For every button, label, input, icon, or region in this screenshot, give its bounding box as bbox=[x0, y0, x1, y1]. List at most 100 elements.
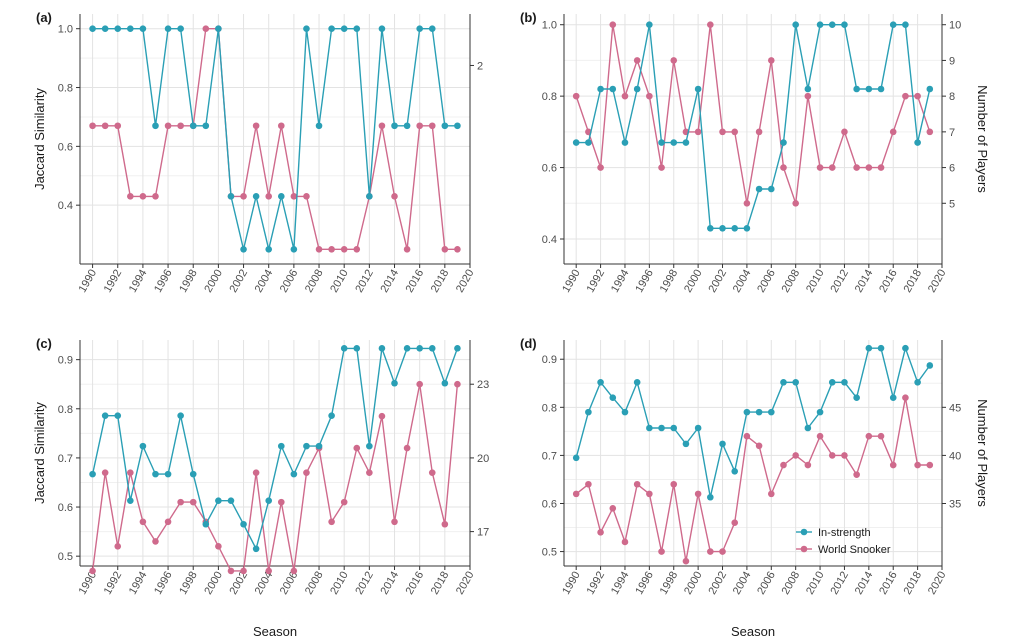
data-point-in-strength bbox=[340, 25, 348, 33]
x-tick-label: 2014 bbox=[378, 268, 401, 295]
data-point-world-snooker bbox=[177, 122, 184, 130]
data-point-world-snooker bbox=[828, 164, 836, 171]
x-tick-label: 2000 bbox=[682, 570, 705, 597]
data-point-world-snooker bbox=[252, 122, 260, 130]
data-point-world-snooker bbox=[670, 480, 678, 488]
data-point-in-strength bbox=[127, 25, 134, 33]
data-point-world-snooker bbox=[767, 57, 775, 64]
x-tick-label: 1998 bbox=[658, 268, 681, 295]
x-tick-label: 1992 bbox=[585, 268, 608, 295]
x-tick-label: 1994 bbox=[609, 570, 632, 597]
panel-label: (a) bbox=[36, 10, 52, 25]
data-point-world-snooker bbox=[902, 394, 909, 402]
data-point-in-strength bbox=[658, 139, 665, 146]
data-point-world-snooker bbox=[290, 567, 298, 575]
x-axis-title: Season bbox=[253, 624, 297, 639]
data-point-in-strength bbox=[889, 394, 897, 402]
data-point-in-strength bbox=[101, 412, 109, 419]
data-point-in-strength bbox=[366, 442, 373, 450]
data-point-in-strength bbox=[585, 139, 592, 146]
x-tick-label: 1990 bbox=[560, 268, 583, 295]
x-tick-label: 1992 bbox=[102, 570, 125, 597]
data-point-in-strength bbox=[889, 21, 897, 29]
data-point-world-snooker bbox=[265, 567, 273, 575]
data-point-world-snooker bbox=[277, 122, 285, 130]
x-tick-label: 2014 bbox=[378, 570, 401, 597]
data-point-in-strength bbox=[865, 344, 873, 352]
data-point-world-snooker bbox=[114, 543, 122, 550]
data-point-in-strength bbox=[240, 520, 247, 528]
x-tick-label: 2002 bbox=[228, 268, 251, 295]
data-point-in-strength bbox=[114, 25, 122, 33]
y-axis-title: Jaccard Similarity bbox=[32, 402, 47, 504]
data-point-in-strength bbox=[315, 442, 323, 450]
data-point-world-snooker bbox=[441, 245, 449, 253]
data-point-in-strength bbox=[290, 470, 298, 478]
data-point-in-strength bbox=[780, 139, 787, 146]
data-point-in-strength bbox=[152, 470, 159, 478]
data-point-world-snooker bbox=[572, 92, 580, 100]
series-line-world-snooker bbox=[575, 24, 931, 205]
data-point-world-snooker bbox=[416, 380, 423, 388]
data-point-in-strength bbox=[391, 122, 398, 130]
data-point-in-strength bbox=[328, 25, 335, 33]
data-point-world-snooker bbox=[719, 128, 726, 136]
x-tick-label: 2018 bbox=[902, 268, 925, 295]
data-point-in-strength bbox=[816, 408, 824, 416]
data-point-in-strength bbox=[694, 85, 702, 93]
data-point-in-strength bbox=[340, 345, 348, 352]
legend-marker bbox=[800, 545, 808, 553]
series-line-in-strength bbox=[91, 347, 459, 550]
x-tick-label: 2008 bbox=[780, 570, 803, 597]
data-point-world-snooker bbox=[841, 452, 848, 459]
data-point-in-strength bbox=[454, 122, 461, 130]
data-point-world-snooker bbox=[328, 518, 335, 526]
y-tick-label: 0.8 bbox=[542, 402, 557, 414]
data-point-world-snooker bbox=[707, 548, 714, 555]
x-tick-label: 2018 bbox=[429, 268, 452, 295]
data-point-world-snooker bbox=[731, 128, 739, 136]
y-tick-label: 0.7 bbox=[58, 453, 73, 465]
data-point-world-snooker bbox=[403, 444, 411, 452]
data-point-world-snooker bbox=[340, 245, 348, 253]
legend-label: In-strength bbox=[818, 527, 871, 539]
data-point-world-snooker bbox=[743, 432, 751, 440]
data-point-world-snooker bbox=[853, 164, 860, 171]
data-point-in-strength bbox=[428, 345, 436, 352]
data-point-world-snooker bbox=[621, 538, 629, 546]
y-tick-label: 0.8 bbox=[58, 404, 73, 416]
data-point-world-snooker bbox=[816, 432, 824, 440]
y-tick-label: 0.8 bbox=[542, 91, 557, 103]
data-point-in-strength bbox=[853, 394, 860, 402]
data-point-world-snooker bbox=[853, 471, 860, 478]
data-point-world-snooker bbox=[633, 480, 641, 488]
data-point-in-strength bbox=[164, 470, 172, 478]
data-point-world-snooker bbox=[926, 461, 934, 469]
y2-tick-label: 2 bbox=[477, 60, 483, 72]
data-point-in-strength bbox=[177, 412, 184, 419]
data-point-in-strength bbox=[780, 379, 787, 386]
data-point-world-snooker bbox=[585, 480, 592, 488]
data-point-world-snooker bbox=[127, 469, 134, 476]
data-point-in-strength bbox=[621, 139, 629, 146]
series-line-in-strength bbox=[92, 28, 458, 251]
data-point-in-strength bbox=[265, 497, 273, 504]
x-tick-label: 1992 bbox=[102, 268, 125, 295]
x-tick-label: 1998 bbox=[177, 268, 200, 295]
series-line-in-strength bbox=[576, 24, 931, 230]
data-point-world-snooker bbox=[101, 469, 109, 476]
y2-tick-label: 35 bbox=[949, 498, 961, 510]
data-point-world-snooker bbox=[139, 193, 147, 200]
data-point-in-strength bbox=[252, 545, 260, 553]
data-point-in-strength bbox=[290, 245, 298, 253]
x-tick-label: 1990 bbox=[77, 268, 100, 295]
y-tick-label: 0.6 bbox=[58, 502, 73, 514]
data-point-world-snooker bbox=[441, 520, 449, 528]
data-point-world-snooker bbox=[597, 529, 604, 536]
data-point-in-strength bbox=[731, 224, 739, 232]
data-point-world-snooker bbox=[89, 122, 96, 130]
data-point-world-snooker bbox=[252, 469, 260, 476]
y2-tick-label: 20 bbox=[477, 453, 489, 465]
data-point-in-strength bbox=[353, 25, 361, 33]
data-point-world-snooker bbox=[428, 122, 436, 130]
